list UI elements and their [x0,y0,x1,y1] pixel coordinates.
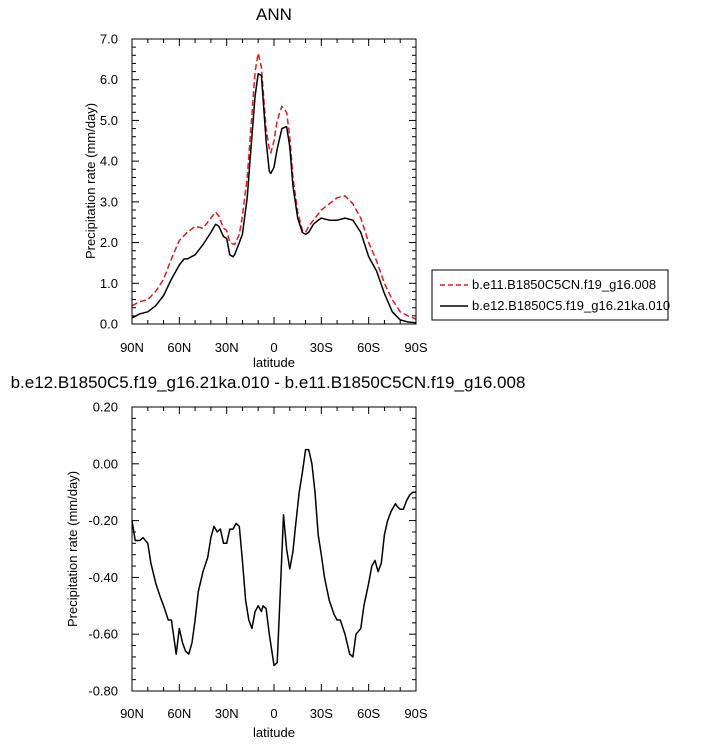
top-chart-x-tick-label: 30N [215,340,239,355]
legend: b.e11.B1850C5CN.f19_g16.008 b.e12.B1850C… [431,269,670,321]
top-chart-x-tick-label: 0 [270,340,277,355]
bottom-chart-y-tick-label: 0.00 [93,456,118,471]
top-chart-x-tick-label: 60N [167,340,191,355]
top-chart-y-tick-label: 0.0 [100,317,118,332]
top-chart-y-tick-labels: 0.0 1.0 2.0 3.0 4.0 5.0 6.0 7.0 [100,32,118,332]
bottom-chart-x-tick-label: 60N [167,706,191,721]
top-chart-x-tick-label: 90N [120,340,144,355]
top-chart-x-axis-label: latitude [253,355,295,370]
bottom-chart-y-axis-label: Precipitation rate (mm/day) [65,471,80,627]
legend-entry-series-1: b.e11.B1850C5CN.f19_g16.008 [472,277,656,292]
top-chart-plot-frame [131,38,417,325]
top-chart-x-tick-label: 60S [357,340,380,355]
bottom-chart-x-tick-label: 90S [404,706,427,721]
top-chart-series-group [131,52,417,324]
top-chart-y-axis-label: Precipitation rate (mm/day) [83,103,98,259]
top-chart-x-tick-label: 90S [404,340,427,355]
legend-entry-series-2: b.e12.B1850C5.f19_g16.21ka.010 [472,298,670,313]
top-chart-y-tick-label: 7.0 [100,32,118,47]
top-chart-y-tick-label: 4.0 [100,154,118,169]
bottom-chart-panel: b.e12.B1850C5.f19_g16.21ka.010 - b.e11.B… [11,373,526,740]
bottom-chart-x-tick-labels: 90N 60N 30N 0 30S 60S 90S [120,706,428,721]
top-chart-ticks [131,38,417,325]
bottom-chart-y-tick-label: -0.40 [88,570,118,585]
top-chart-y-tick-label: 5.0 [100,113,118,128]
bottom-chart-y-tick-label: -0.80 [88,684,118,699]
top-chart-series-line-2 [131,72,417,324]
bottom-chart-y-tick-label: 0.20 [93,400,118,415]
bottom-chart-x-tick-label: 90N [120,706,144,721]
bottom-chart-x-tick-label: 0 [270,706,277,721]
bottom-chart-ticks [131,406,417,692]
legend-box [431,269,669,321]
top-chart-series-line-1 [131,52,417,320]
bottom-chart-x-tick-label: 30S [310,706,333,721]
bottom-chart-series-line-1 [131,448,416,667]
bottom-chart-y-tick-label: -0.20 [88,513,118,528]
bottom-chart-x-tick-label: 60S [357,706,380,721]
top-chart-x-tick-labels: 90N 60N 30N 0 30S 60S 90S [120,340,428,355]
bottom-chart-title: b.e12.B1850C5.f19_g16.21ka.010 - b.e11.B… [11,373,526,392]
top-chart-y-tick-label: 2.0 [100,235,118,250]
top-chart-title: ANN [256,5,292,24]
top-chart-panel: ANN Precipitation rate (mm/day) latitude… [83,5,428,370]
bottom-chart-y-tick-label: -0.60 [88,627,118,642]
bottom-chart-y-tick-labels: -0.80 -0.60 -0.40 -0.20 0.00 0.20 [88,400,118,699]
top-chart-y-tick-label: 6.0 [100,72,118,87]
top-chart-x-tick-label: 30S [310,340,333,355]
bottom-chart-x-tick-label: 30N [215,706,239,721]
top-chart-y-tick-label: 3.0 [100,194,118,209]
bottom-chart-x-axis-label: latitude [253,725,295,740]
top-chart-y-tick-label: 1.0 [100,276,118,291]
bottom-chart-plot-frame [131,406,417,692]
bottom-chart-series-group [131,448,416,667]
